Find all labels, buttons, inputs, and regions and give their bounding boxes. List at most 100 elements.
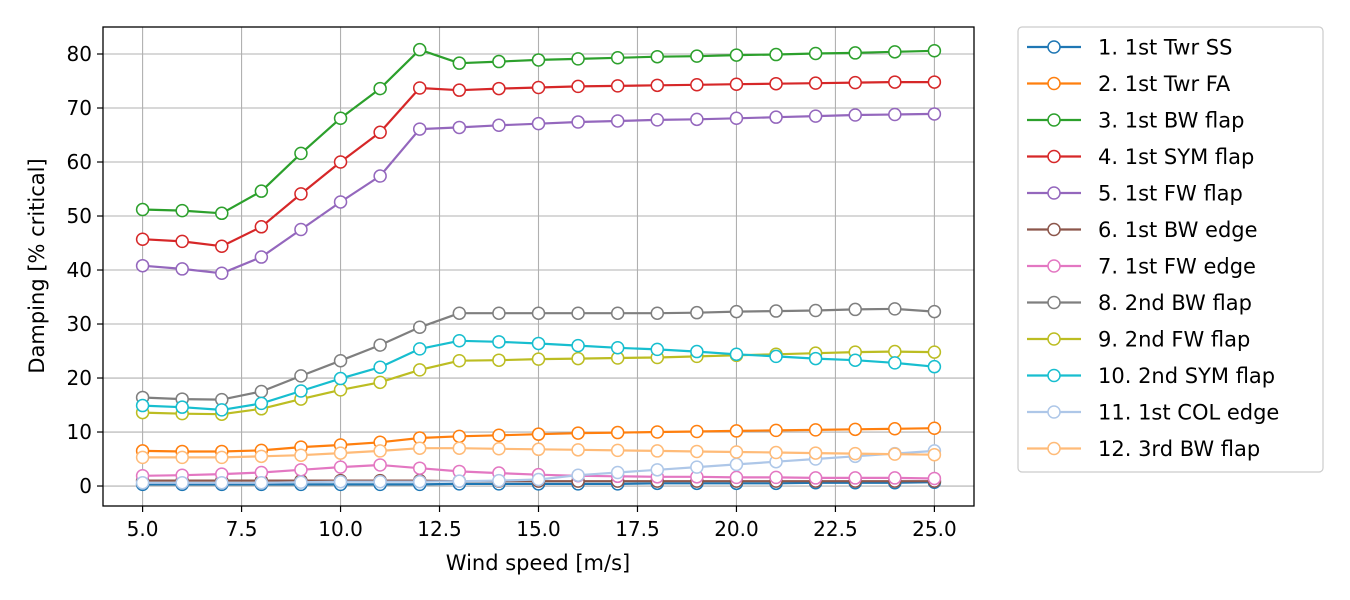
- data-point: [808, 446, 823, 460]
- data-point: [333, 155, 348, 169]
- data-point: [769, 470, 783, 485]
- data-point: [452, 83, 467, 97]
- data-point: [927, 75, 942, 89]
- data-point: [690, 344, 704, 359]
- legend: 1. 1st Twr SS 2. 1st Twr FA 3. 1st BW flap…: [1017, 26, 1324, 473]
- data-point: [333, 353, 348, 368]
- data-point: [610, 306, 625, 320]
- data-point: [254, 449, 269, 464]
- data-point: [571, 115, 585, 129]
- data-point: [888, 107, 902, 122]
- data-point: [373, 169, 387, 183]
- data-point: [492, 118, 506, 133]
- data-point: [333, 460, 348, 474]
- data-point: [729, 111, 744, 126]
- y-tick-label: 0: [79, 474, 92, 498]
- data-point: [808, 76, 823, 90]
- data-point: [729, 77, 744, 91]
- data-point: [808, 351, 823, 366]
- data-point: [135, 202, 150, 217]
- data-point: [333, 474, 348, 489]
- data-point: [294, 222, 308, 237]
- data-point: [610, 51, 625, 65]
- data-point: [333, 446, 348, 460]
- data-point: [452, 429, 467, 444]
- series-group: [135, 42, 942, 221]
- legend-label: 12. 3rd BW flap: [1098, 437, 1260, 461]
- series-group: [135, 441, 942, 465]
- legend-label: 1. 1st Twr SS: [1098, 36, 1232, 60]
- data-point: [135, 450, 150, 465]
- x-tick-label: 22.5: [813, 517, 858, 541]
- data-point: [294, 463, 308, 477]
- data-point: [373, 338, 387, 352]
- data-point: [690, 112, 704, 127]
- data-point: [888, 422, 902, 436]
- data-point: [888, 356, 902, 370]
- data-point: [294, 146, 308, 161]
- data-point: [808, 471, 823, 485]
- data-point: [690, 49, 704, 63]
- data-point: [848, 422, 862, 437]
- data-point: [888, 344, 902, 359]
- y-tick-label: 30: [67, 312, 92, 336]
- y-tick-label: 20: [67, 366, 92, 390]
- x-tick-label: 12.5: [417, 517, 462, 541]
- data-point: [848, 46, 862, 60]
- x-tick-label: 25.0: [912, 517, 957, 541]
- data-point: [650, 49, 665, 64]
- legend-marker: [1047, 186, 1061, 200]
- data-point: [650, 78, 665, 93]
- data-point: [690, 460, 704, 474]
- legend-label: 4. 1st SYM flap: [1098, 145, 1254, 169]
- data-point: [531, 472, 546, 487]
- data-point: [848, 302, 862, 317]
- data-point: [373, 375, 387, 390]
- data-point: [452, 474, 467, 488]
- data-point: [412, 363, 427, 377]
- data-point: [888, 45, 902, 59]
- data-point: [571, 52, 585, 66]
- data-point: [808, 109, 823, 123]
- data-point: [452, 441, 467, 455]
- data-point: [927, 345, 942, 359]
- data-point: [452, 334, 467, 348]
- legend-marker: [1047, 259, 1061, 273]
- data-point: [135, 258, 150, 273]
- x-axis-title: Wind speed [m/s]: [446, 551, 630, 575]
- legend-marker: [1047, 113, 1061, 127]
- data-point: [650, 463, 665, 477]
- legend-marker: [1047, 405, 1061, 419]
- legend-label: 3. 1st BW flap: [1098, 109, 1244, 133]
- data-point: [373, 474, 387, 489]
- data-point: [254, 184, 269, 198]
- data-point: [531, 352, 546, 366]
- data-point: [927, 304, 942, 319]
- data-point: [571, 338, 585, 353]
- data-point: [729, 445, 744, 459]
- x-tick-label: 5.0: [127, 517, 159, 541]
- data-point: [650, 425, 665, 439]
- data-point: [175, 203, 189, 218]
- data-point: [333, 111, 348, 126]
- data-point: [531, 306, 546, 320]
- y-tick-label: 50: [67, 204, 92, 228]
- data-point: [927, 44, 942, 58]
- data-point: [729, 457, 744, 472]
- data-point: [215, 206, 229, 221]
- data-point: [215, 450, 229, 465]
- legend-frame: [1017, 26, 1324, 473]
- x-tick-label: 20.0: [714, 517, 759, 541]
- data-point: [769, 349, 783, 364]
- x-tick-label: 7.5: [226, 517, 258, 541]
- data-point: [215, 403, 229, 417]
- legend-label: 8. 2nd BW flap: [1098, 291, 1252, 315]
- data-point: [610, 465, 625, 480]
- data-point: [650, 444, 665, 458]
- legend-marker: [1047, 332, 1061, 346]
- data-point: [254, 220, 269, 234]
- data-point: [294, 448, 308, 462]
- data-point: [729, 470, 744, 485]
- data-point: [215, 476, 229, 490]
- data-point: [175, 262, 189, 276]
